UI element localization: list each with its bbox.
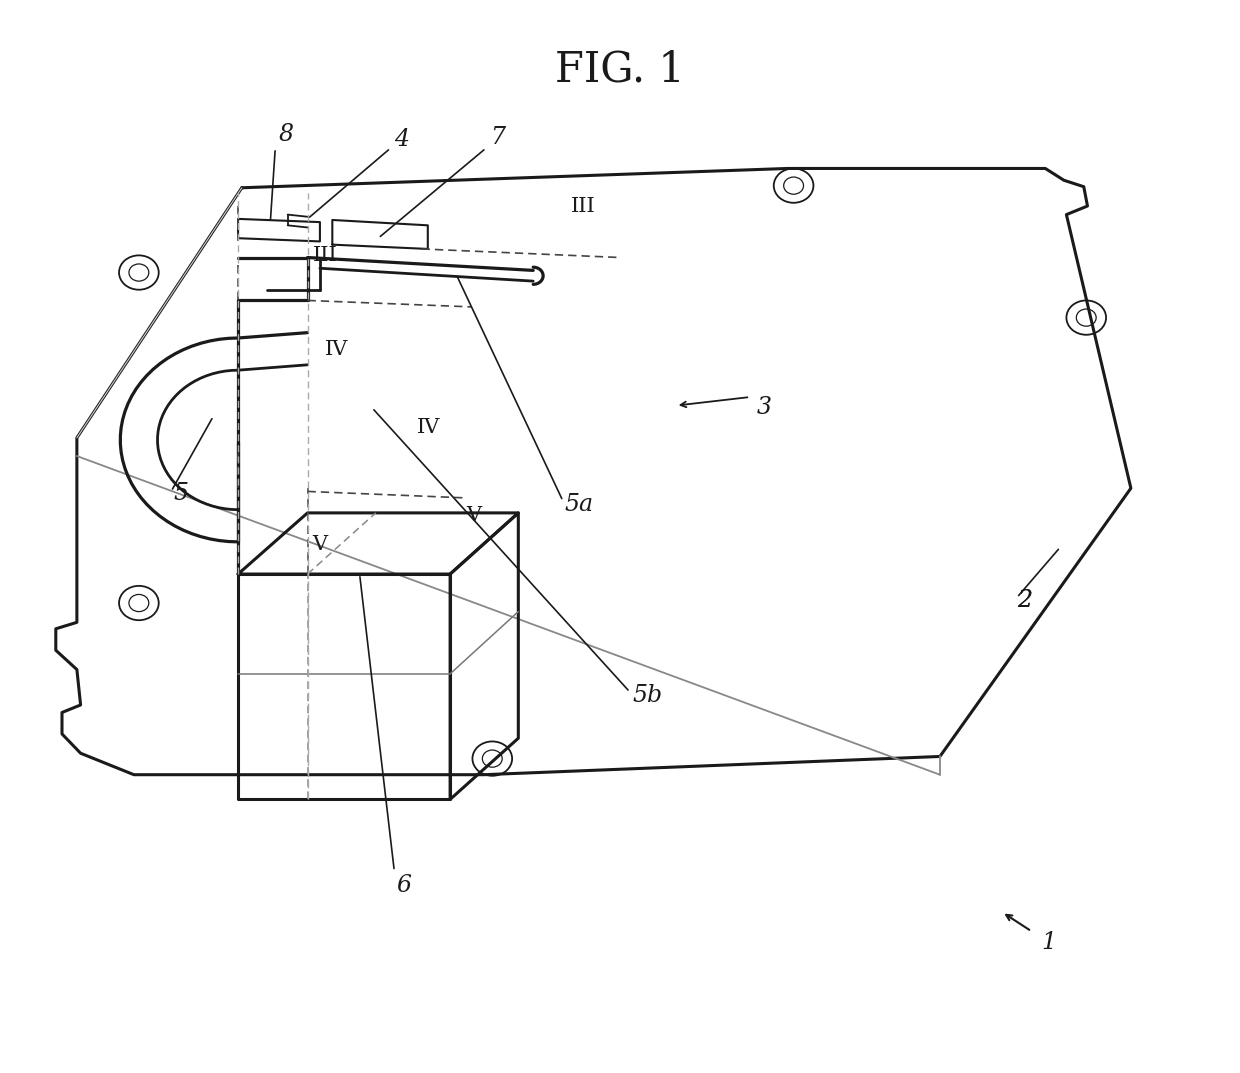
Text: 5: 5 [174,482,188,505]
Text: 7: 7 [490,126,505,149]
Text: III: III [312,246,337,265]
Text: 1: 1 [1042,930,1056,954]
Text: 3: 3 [756,396,771,420]
Text: 6: 6 [397,873,412,897]
Text: V: V [466,505,481,525]
Text: 2: 2 [1017,589,1032,613]
Text: 2: 2 [1017,589,1032,613]
Text: 5a: 5a [564,493,593,516]
Text: III: III [570,196,595,216]
Text: FIG. 1: FIG. 1 [556,48,684,91]
Text: 4: 4 [394,128,409,151]
Text: 5b: 5b [632,684,662,707]
Text: V: V [312,534,327,554]
Text: IV: IV [325,340,348,359]
Text: IV: IV [417,417,440,437]
Text: 8: 8 [279,122,294,146]
